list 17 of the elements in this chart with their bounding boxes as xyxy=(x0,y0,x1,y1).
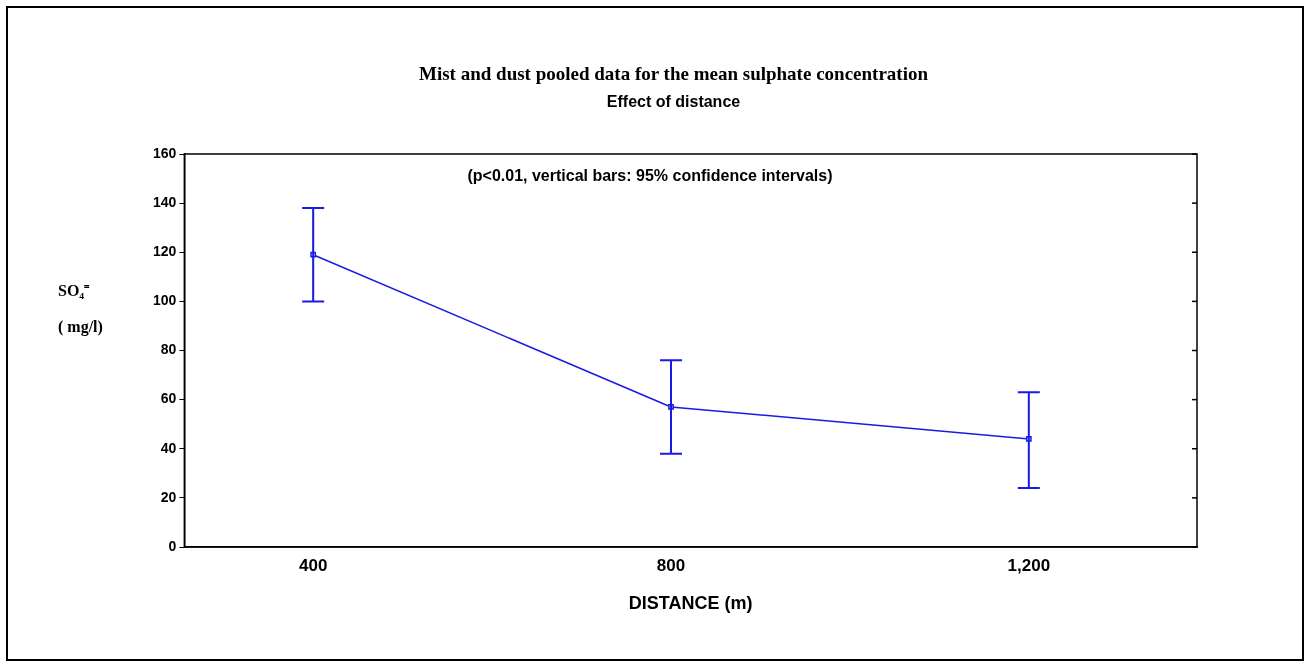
y-tick-label: 40 xyxy=(160,439,177,456)
x-tick-label: 400 xyxy=(298,555,328,575)
chart-title: Mist and dust pooled data for the mean sulphate concentration xyxy=(419,63,929,85)
y-tick-label: 120 xyxy=(153,243,177,260)
y-tick-label: 160 xyxy=(153,144,177,161)
x-axis-title: DISTANCE (m) xyxy=(628,593,753,614)
x-tick-label: 800 xyxy=(656,555,686,575)
y-tick-label: 80 xyxy=(160,341,177,358)
y-tick-label: 60 xyxy=(160,390,177,407)
x-tick-label: 1,200 xyxy=(1007,555,1051,575)
y-tick-label: 20 xyxy=(160,488,177,505)
annotation: (p<0.01, vertical bars: 95% confidence intervals) xyxy=(467,167,833,185)
y-tick-label: 0 xyxy=(168,537,177,554)
y-tick-label: 140 xyxy=(153,193,177,210)
y-tick-label: 100 xyxy=(153,292,177,309)
y-axis-title: SO₄⁼ ( mg/l) xyxy=(58,282,103,337)
chart-subtitle: Effect of distance xyxy=(606,92,741,110)
